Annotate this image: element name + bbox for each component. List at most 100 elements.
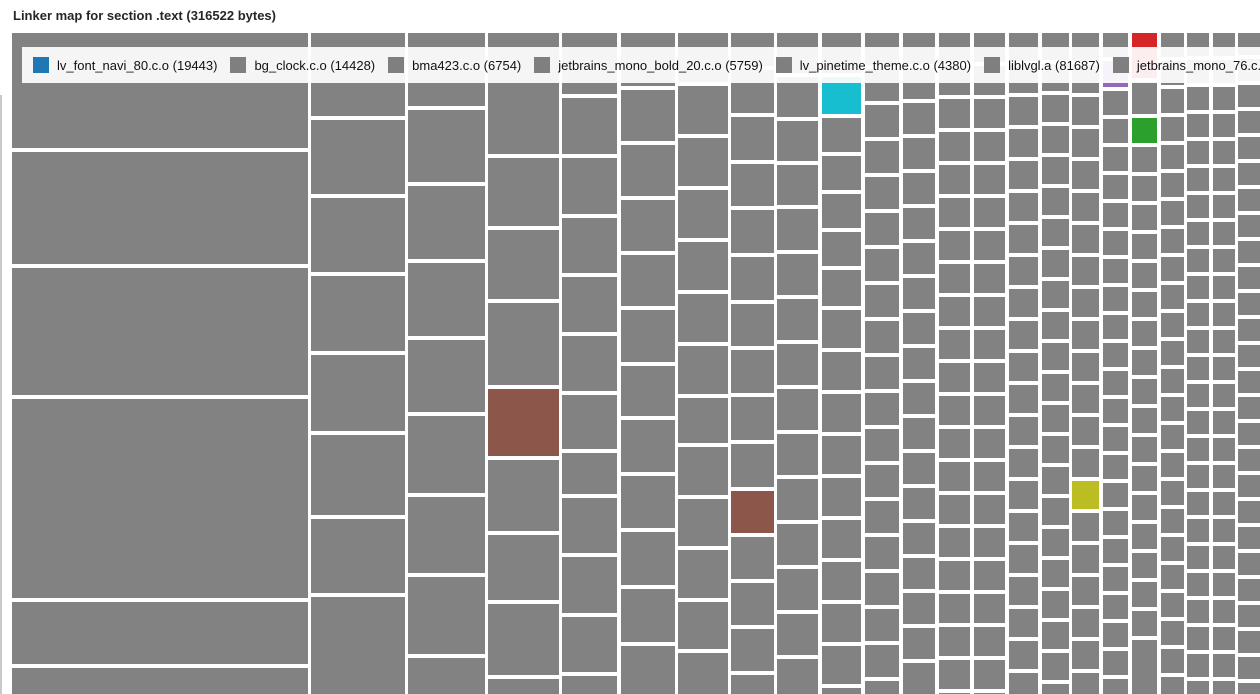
treemap-cell[interactable] (865, 357, 899, 389)
treemap-cell[interactable] (1042, 157, 1069, 184)
treemap-cell[interactable] (1213, 654, 1235, 677)
treemap-cell[interactable] (1132, 495, 1157, 520)
treemap-cell[interactable] (777, 569, 818, 610)
treemap-cell[interactable] (1009, 225, 1038, 253)
treemap-cell[interactable] (408, 263, 485, 336)
treemap-cell[interactable] (678, 346, 728, 394)
treemap-cell[interactable] (731, 444, 774, 487)
treemap-cell[interactable] (1161, 89, 1184, 113)
treemap-cell[interactable] (408, 658, 485, 694)
treemap-cell[interactable] (12, 399, 308, 598)
treemap-cell[interactable] (731, 164, 774, 206)
treemap-cell[interactable] (678, 86, 728, 134)
treemap-cell[interactable] (1103, 91, 1128, 115)
treemap-cell[interactable] (408, 497, 485, 573)
treemap-cell[interactable] (903, 173, 935, 204)
treemap-cell[interactable] (1187, 492, 1209, 515)
treemap-cell[interactable] (777, 614, 818, 655)
treemap-cell[interactable] (822, 118, 861, 152)
treemap-cell[interactable] (1238, 371, 1260, 393)
treemap-cell[interactable] (974, 264, 1005, 293)
treemap-cell[interactable] (974, 561, 1005, 590)
treemap-cell[interactable] (1042, 529, 1069, 556)
treemap-cell[interactable] (1009, 161, 1038, 189)
treemap-cell[interactable] (621, 310, 675, 362)
treemap-cell[interactable] (1238, 267, 1260, 289)
treemap-cell[interactable] (1132, 234, 1157, 259)
treemap-cell[interactable] (865, 465, 899, 497)
treemap-cell[interactable] (562, 158, 617, 214)
treemap-cell[interactable] (1103, 483, 1128, 507)
treemap-cell[interactable] (1238, 501, 1260, 523)
treemap-cell[interactable] (731, 350, 774, 393)
treemap-cell[interactable] (939, 594, 970, 623)
treemap-cell[interactable] (939, 264, 970, 293)
treemap-cell[interactable] (1072, 321, 1099, 349)
treemap-cell[interactable] (1072, 673, 1099, 694)
treemap-cell[interactable] (903, 313, 935, 344)
treemap-cell[interactable] (1042, 126, 1069, 153)
treemap-cell[interactable] (488, 158, 559, 226)
treemap-cell[interactable] (939, 561, 970, 590)
treemap-cell[interactable] (1103, 119, 1128, 143)
treemap-cell[interactable] (1161, 481, 1184, 505)
treemap-cell[interactable] (1072, 225, 1099, 253)
treemap-cell[interactable] (1238, 137, 1260, 159)
treemap-cell[interactable] (1161, 369, 1184, 393)
treemap-cell[interactable] (1072, 161, 1099, 189)
treemap-cell[interactable] (1238, 319, 1260, 341)
treemap-cell[interactable] (1072, 257, 1099, 285)
treemap-cell[interactable] (488, 535, 559, 600)
treemap-cell[interactable] (865, 429, 899, 461)
treemap-cell[interactable] (939, 198, 970, 227)
treemap-cell[interactable] (12, 602, 308, 664)
treemap-cell[interactable] (903, 348, 935, 379)
treemap-cell[interactable] (865, 321, 899, 353)
treemap-cell[interactable] (1238, 475, 1260, 497)
treemap-cell[interactable] (1187, 276, 1209, 299)
treemap-cell[interactable] (731, 629, 774, 671)
treemap-cell[interactable] (903, 208, 935, 239)
treemap-cell[interactable] (903, 278, 935, 309)
treemap-cell[interactable] (1103, 175, 1128, 199)
treemap-cell[interactable] (488, 303, 559, 385)
treemap-cell[interactable] (621, 420, 675, 472)
treemap-cell[interactable] (865, 681, 899, 694)
treemap-cell[interactable] (1072, 289, 1099, 317)
treemap-cell[interactable] (1161, 145, 1184, 169)
treemap-cell[interactable] (1238, 579, 1260, 601)
treemap-cell[interactable] (1161, 453, 1184, 477)
treemap-cell[interactable] (311, 435, 405, 515)
treemap-cell[interactable] (1072, 513, 1099, 541)
treemap-cell[interactable] (974, 462, 1005, 491)
treemap-cell[interactable] (1132, 408, 1157, 433)
treemap-cell[interactable] (1161, 425, 1184, 449)
treemap-cell[interactable] (903, 103, 935, 134)
treemap-cell[interactable] (621, 255, 675, 306)
treemap-cell[interactable] (1238, 423, 1260, 445)
treemap-cell[interactable] (1187, 627, 1209, 650)
treemap-cell[interactable] (903, 663, 935, 694)
treemap-cell[interactable] (1072, 481, 1099, 509)
treemap-cell[interactable] (621, 200, 675, 251)
treemap-cell[interactable] (621, 589, 675, 642)
treemap-cell[interactable] (12, 268, 308, 395)
treemap-cell[interactable] (1009, 673, 1038, 694)
treemap-cell[interactable] (1103, 455, 1128, 479)
treemap-cell[interactable] (1161, 621, 1184, 645)
treemap-cell[interactable] (1042, 312, 1069, 339)
treemap-cell[interactable] (1187, 600, 1209, 623)
treemap-cell[interactable] (1103, 567, 1128, 591)
treemap-cell[interactable] (974, 330, 1005, 359)
treemap-cell[interactable] (939, 495, 970, 524)
treemap-cell[interactable] (1161, 173, 1184, 197)
treemap-cell[interactable] (822, 436, 861, 474)
treemap-cell[interactable] (1042, 343, 1069, 370)
treemap-cell[interactable] (777, 344, 818, 385)
treemap-cell[interactable] (1187, 330, 1209, 353)
treemap-cell[interactable] (408, 110, 485, 182)
treemap-cell[interactable] (731, 675, 774, 694)
treemap-cell[interactable] (974, 231, 1005, 260)
treemap-cell[interactable] (731, 304, 774, 346)
treemap-cell[interactable] (1009, 97, 1038, 125)
